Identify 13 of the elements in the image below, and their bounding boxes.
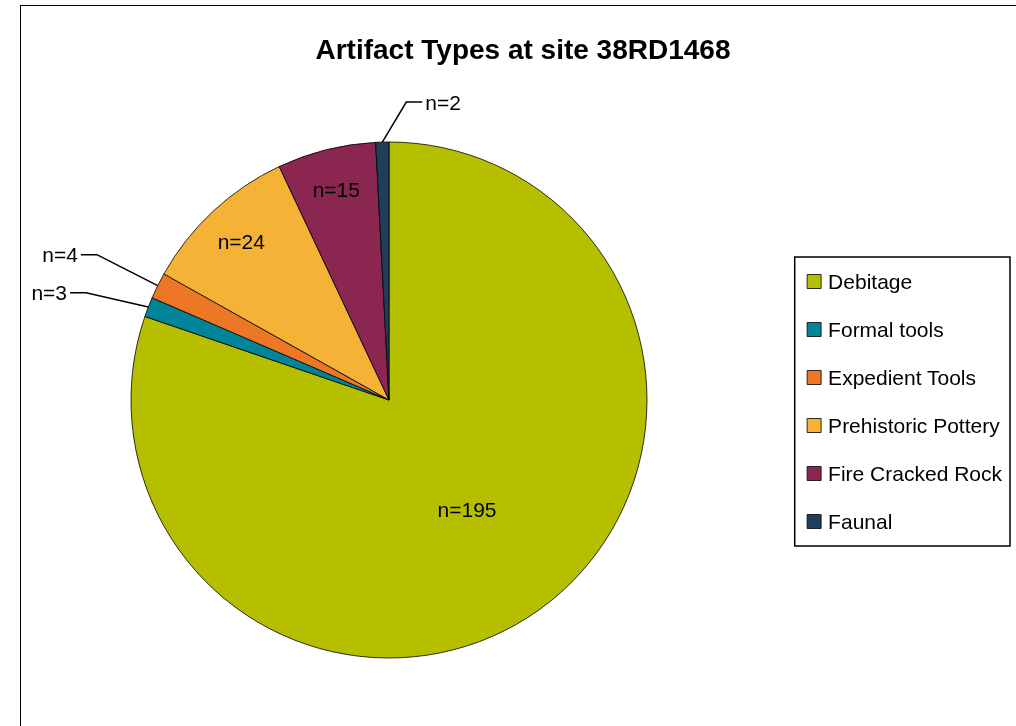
legend-label: Formal tools (828, 318, 944, 341)
data-label: n=24 (217, 229, 266, 253)
legend-label: Expedient Tools (828, 366, 977, 389)
legend-label: Prehistoric Pottery (828, 414, 1001, 437)
data-label: n=3 (31, 281, 67, 305)
data-label: n=195 (437, 497, 497, 521)
legend-label: Faunal (828, 510, 893, 533)
data-label: n=15 (312, 178, 360, 202)
legend-label: Fire Cracked Rock (828, 462, 1003, 485)
legend-label: Debitage (828, 270, 913, 293)
data-label: n=4 (42, 243, 79, 267)
chart-title: Artifact Types at site 38RD1468 (315, 33, 731, 65)
data-label: n=2 (425, 90, 461, 114)
